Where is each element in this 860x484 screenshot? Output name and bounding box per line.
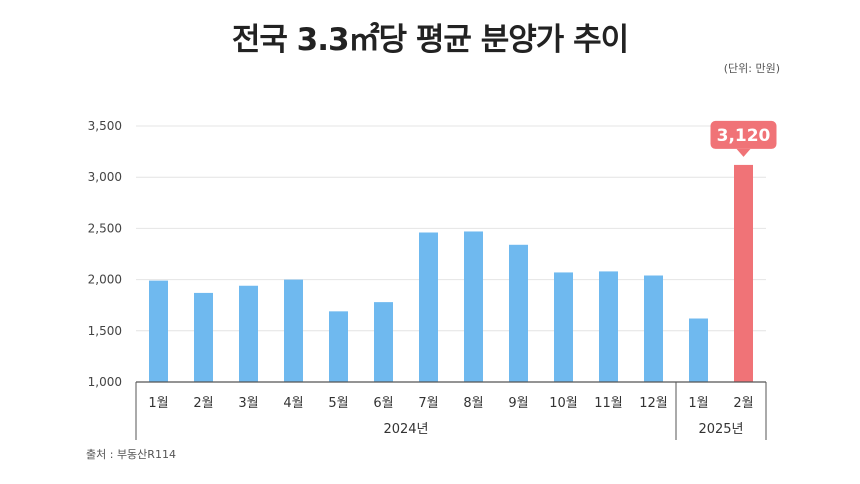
bar-highlight (734, 164, 753, 382)
bar (464, 231, 483, 382)
x-category-label: 9월 (508, 396, 528, 411)
bar (149, 280, 168, 382)
y-tick-label: 2,000 (88, 273, 122, 287)
bar (419, 232, 438, 382)
x-category-label: 10월 (549, 396, 578, 411)
bar (329, 311, 348, 382)
unit-label: (단위: 만원) (723, 62, 780, 75)
y-tick-label: 3,000 (88, 170, 122, 184)
bar (239, 285, 258, 382)
bar (599, 271, 618, 382)
y-tick-label: 1,500 (88, 324, 122, 338)
bar (644, 275, 663, 382)
x-category-label: 8월 (463, 396, 483, 411)
x-category-label: 5월 (328, 396, 348, 411)
source-note: 출처 : 부동산R114 (86, 448, 176, 461)
data-label: 3,120 (717, 126, 771, 146)
x-category-label: 3월 (238, 396, 258, 411)
bar (284, 279, 303, 382)
x-category-label: 6월 (373, 396, 393, 411)
x-category-label: 1월 (688, 396, 708, 411)
x-group-label: 2024년 (383, 422, 428, 437)
x-group-label: 2025년 (698, 422, 743, 437)
x-category-label: 12월 (639, 396, 668, 411)
x-category-label: 2월 (193, 396, 213, 411)
bar (554, 272, 573, 382)
y-tick-label: 2,500 (88, 221, 122, 235)
callout-pointer (736, 148, 751, 157)
chart-title: 전국 3.3㎡당 평균 분양가 추이 (231, 22, 629, 58)
x-category-label: 1월 (148, 396, 168, 411)
x-category-label: 4월 (283, 396, 303, 411)
x-category-label: 11월 (594, 396, 623, 411)
x-category-label: 7월 (418, 396, 438, 411)
y-tick-label: 1,000 (88, 375, 122, 389)
bar (374, 302, 393, 382)
bar (509, 244, 528, 382)
callout-box (710, 120, 777, 149)
x-category-label: 2월 (733, 396, 753, 411)
y-tick-label: 3,500 (88, 119, 122, 133)
bar (194, 292, 213, 382)
bar (689, 318, 708, 382)
